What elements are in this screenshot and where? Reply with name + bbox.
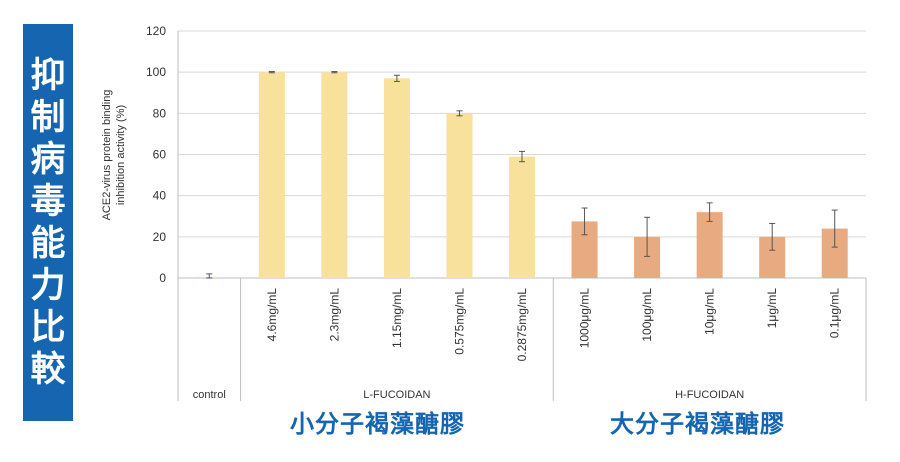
- x-tick-label: 100μg/mL: [640, 288, 654, 342]
- side-banner-char: 抑: [30, 55, 66, 96]
- side-banner-char: 病: [30, 139, 66, 180]
- x-tick-label: 0.2875mg/mL: [515, 288, 529, 362]
- x-tick-label: 0.1μg/mL: [828, 288, 842, 339]
- group-label: control: [193, 389, 226, 401]
- side-banner-char: 制: [30, 97, 66, 138]
- bar: [321, 72, 348, 279]
- side-banner: 抑制病毒能力比較: [23, 24, 73, 421]
- y-tick-label: 100: [146, 65, 166, 79]
- y-tick-label: 120: [146, 24, 166, 38]
- bar: [696, 212, 723, 278]
- side-banner-char: 毒: [30, 181, 66, 222]
- bar: [383, 78, 410, 278]
- y-axis-title: inhibition activity (%): [115, 105, 127, 205]
- y-tick-label: 0: [159, 271, 166, 285]
- x-tick-label: 1000μg/mL: [578, 288, 592, 349]
- x-tick-label: 2.3mg/mL: [327, 288, 341, 342]
- x-tick-label: 1μg/mL: [765, 288, 779, 329]
- x-tick-label: 10μg/mL: [703, 288, 717, 335]
- side-banner-char: 較: [30, 349, 66, 390]
- bar: [446, 113, 473, 278]
- y-tick-label: 60: [153, 148, 167, 162]
- bar: [509, 156, 535, 278]
- bottom-title-left: 小分子褐藻醣膠: [290, 410, 465, 438]
- x-tick-label: 1.15mg/mL: [390, 288, 404, 348]
- bar: [258, 72, 285, 279]
- y-axis-title: ACE2-virus protein binding: [101, 90, 113, 221]
- group-label: L-FUCOIDAN: [363, 389, 430, 401]
- bottom-title-right: 大分子褐藻醣膠: [610, 410, 785, 438]
- side-banner-char: 能: [30, 223, 66, 264]
- y-tick-label: 20: [153, 230, 167, 244]
- y-tick-label: 80: [153, 106, 167, 120]
- x-tick-label: 0.575mg/mL: [452, 288, 466, 355]
- side-banner-char: 比: [30, 307, 66, 348]
- group-label: H-FUCOIDAN: [675, 389, 744, 401]
- y-tick-label: 40: [153, 189, 167, 203]
- side-banner-char: 力: [30, 265, 66, 306]
- x-tick-label: 4.6mg/mL: [265, 288, 279, 342]
